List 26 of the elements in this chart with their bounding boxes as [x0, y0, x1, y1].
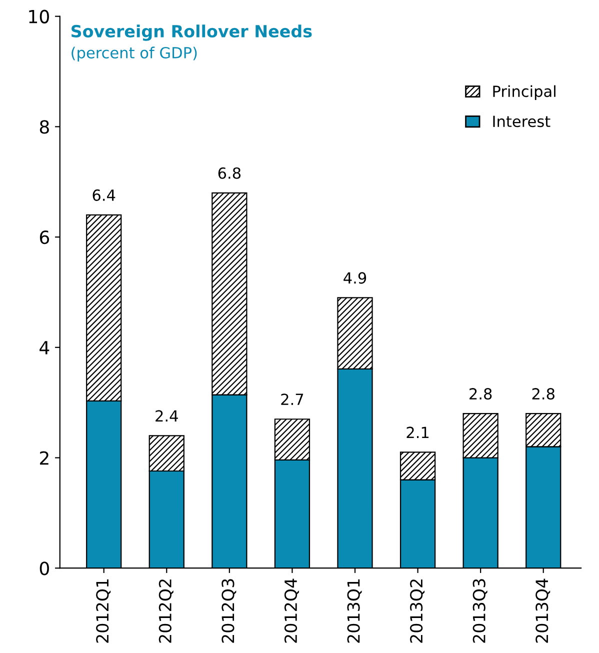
total-label: 6.8	[218, 167, 241, 179]
y-tick-label: 4	[40, 341, 50, 354]
total-label: 2.7	[281, 394, 304, 405]
x-tick-label: 2013Q3	[472, 579, 488, 643]
total-label: 2.8	[470, 388, 492, 400]
total-label: 4.9	[344, 272, 366, 284]
y-tick-label: 8	[40, 120, 49, 134]
y-tick-label: 2	[40, 451, 48, 465]
total-label: 6.4	[92, 189, 116, 201]
x-tick-label: 2013Q4	[536, 578, 550, 643]
x-tick-label: 2012Q4	[284, 578, 299, 643]
x-tick-label: 2013Q2	[410, 580, 425, 643]
y-tick-label: 0	[40, 562, 49, 576]
total-label: 2.4	[156, 410, 178, 422]
chart-title: Sovereign Rollover Needs	[72, 24, 312, 41]
total-label: 2.1	[406, 426, 429, 438]
x-tick-label: 2012Q1	[96, 579, 111, 643]
y-tick-label: 6	[40, 230, 50, 244]
text: (percent of GDP)	[72, 46, 197, 62]
x-tick-label: 2013Q1	[347, 579, 362, 643]
legend-label: Principal	[493, 85, 556, 100]
y-tick-label: 10	[29, 10, 49, 24]
total-label: 2.8	[532, 388, 554, 400]
legend-label: Interest	[493, 116, 550, 128]
x-tick-label: 2012Q3	[222, 579, 236, 643]
x-tick-label: 2012Q2	[158, 580, 174, 643]
